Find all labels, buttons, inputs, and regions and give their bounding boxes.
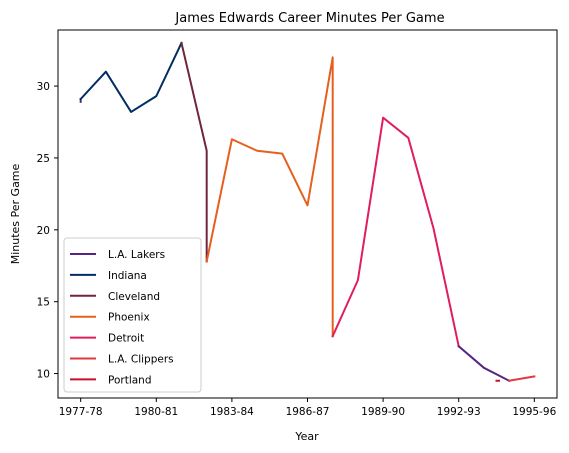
series-line-6: [507, 375, 536, 382]
legend-box: [63, 237, 202, 393]
y-tick-label: 20: [37, 225, 50, 237]
y-tick-label: 30: [37, 81, 50, 93]
x-tick-label: 1986-87: [286, 406, 330, 418]
x-tick-label: 1983-84: [210, 406, 254, 418]
y-tick-label: 15: [37, 297, 50, 309]
legend-label: Cleveland: [108, 291, 160, 303]
series-line-2: [180, 41, 208, 263]
x-tick-label: 1989-90: [361, 406, 405, 418]
x-axis-label: Year: [294, 430, 319, 443]
series-line-4: [331, 116, 460, 348]
plot-lines: [79, 41, 536, 383]
series-line-3: [205, 56, 334, 338]
legend-items: L.A. Lakers Indiana Cleveland Phoenix Detroi…: [70, 249, 174, 386]
series-line-1: [79, 41, 183, 113]
legend-label: Phoenix: [108, 312, 150, 324]
y-axis-ticks: 10 15 20 25 30: [37, 81, 58, 381]
x-axis-ticks: 1977-78 1980-81 1983-84 1986-87 1989-90 1992-…: [59, 398, 557, 418]
y-tick-label: 10: [37, 369, 50, 381]
legend-label: Indiana: [108, 270, 147, 282]
x-tick-label: 1995-96: [512, 406, 556, 418]
legend-label: L.A. Lakers: [108, 249, 165, 261]
legend-label: Detroit: [108, 333, 144, 345]
x-tick-label: 1977-78: [59, 406, 103, 418]
series-line-5: [457, 344, 511, 383]
y-axis-label: Minutes Per Game: [9, 163, 22, 264]
chart-title: James Edwards Career Minutes Per Game: [174, 11, 444, 26]
legend: L.A. Lakers Indiana Cleveland Phoenix Detroi…: [63, 237, 202, 393]
y-tick-label: 25: [37, 153, 50, 165]
x-tick-label: 1980-81: [134, 406, 178, 418]
legend-label: L.A. Clippers: [108, 354, 174, 366]
legend-label: Portland: [108, 374, 152, 386]
x-tick-label: 1992-93: [437, 406, 481, 418]
